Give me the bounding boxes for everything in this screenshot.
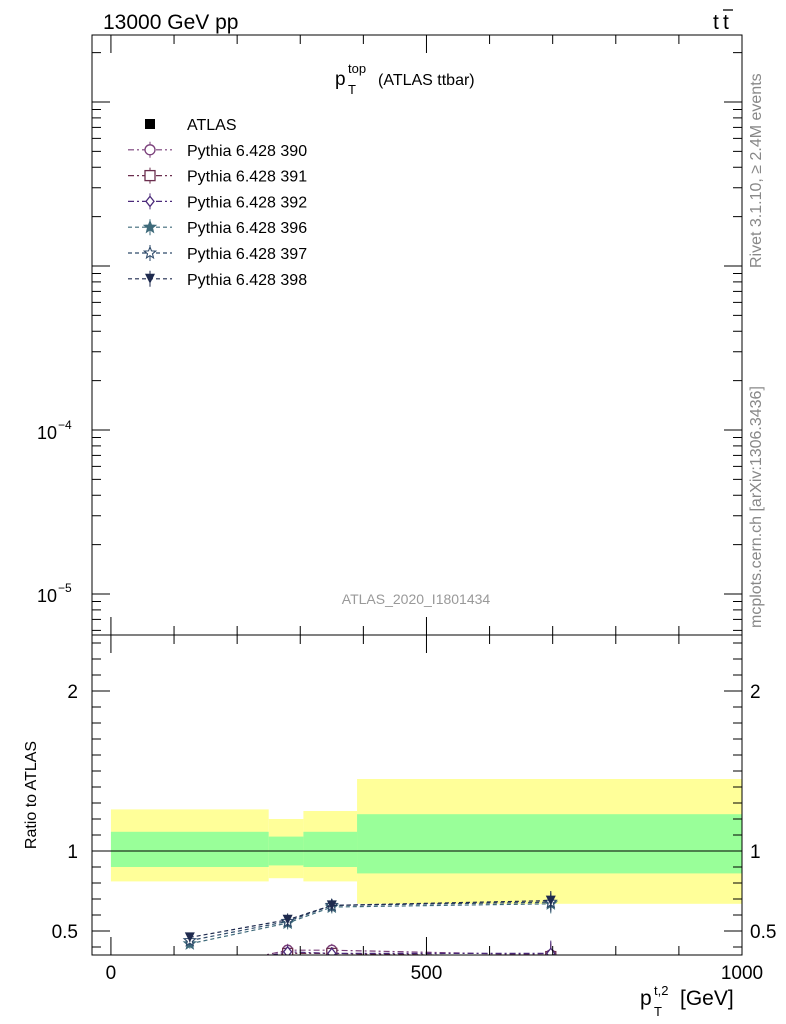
legend-item: ATLAS xyxy=(145,117,237,134)
header-right: t t xyxy=(713,9,733,34)
x-axis-label: p t,2 T [GeV] xyxy=(640,983,734,1019)
legend-item: Pythia 6.428 390 xyxy=(128,141,307,160)
legend-label: Pythia 6.428 390 xyxy=(187,143,307,160)
xlabel-unit: [GeV] xyxy=(680,987,734,1010)
series-point xyxy=(545,947,556,955)
ratio-xtick-label: 1000 xyxy=(721,963,763,984)
main-ytick-label-1: 10 −4 xyxy=(37,418,72,443)
xlabel-p: p xyxy=(640,987,652,1010)
series-point xyxy=(326,900,337,911)
ratio-panel: 0.5 0.5 1 1 2 2 0 500 1000 xyxy=(52,635,776,984)
main-y-ticks xyxy=(92,35,743,635)
title-p: p xyxy=(335,69,346,90)
ytick-exp: −5 xyxy=(58,581,72,595)
legend-label: Pythia 6.428 392 xyxy=(187,194,307,211)
title-sub: T xyxy=(348,82,356,97)
legend-marker xyxy=(145,273,155,284)
ratio-xtick-label: 0 xyxy=(106,963,117,984)
series-point xyxy=(185,966,195,976)
series-point xyxy=(545,895,556,906)
legend-marker xyxy=(142,219,158,234)
ratio-ytick-label-right: 1 xyxy=(750,842,761,863)
legend-label: Pythia 6.428 391 xyxy=(187,169,307,186)
ratio-ytick-label-right: 2 xyxy=(750,682,761,703)
ratio-ytick-label-left: 1 xyxy=(67,842,78,863)
series-2 xyxy=(186,940,556,978)
band-stat xyxy=(357,814,742,874)
legend-label: ATLAS xyxy=(187,117,237,134)
ratio-panel-frame xyxy=(91,634,743,956)
ytick-exp: −4 xyxy=(58,418,72,432)
series-line xyxy=(275,952,483,955)
series-point xyxy=(282,945,293,955)
analysis-watermark: ATLAS_2020_I1801434 xyxy=(342,591,491,607)
mcplots-label: mcplots.cern.ch [arXiv:1306.3436] xyxy=(748,386,765,628)
main-ytick-label-2: 10 −5 xyxy=(37,581,72,606)
series-point xyxy=(186,968,194,978)
legend-marker xyxy=(144,144,156,156)
legend-item: Pythia 6.428 398 xyxy=(128,270,307,289)
xlabel-sub: T xyxy=(654,1004,662,1019)
series-point xyxy=(185,966,195,976)
series-5 xyxy=(184,891,556,943)
legend-item: Pythia 6.428 391 xyxy=(128,167,307,186)
band-stat xyxy=(303,831,358,867)
header-right-tbar: t xyxy=(723,11,729,34)
legend-marker xyxy=(145,195,155,208)
legend: ATLAS Pythia 6.428 390 Pythia 6.428 391 Pyt… xyxy=(128,117,307,289)
series-1 xyxy=(185,943,557,976)
ytick-base: 10 xyxy=(37,423,57,443)
series-point xyxy=(282,914,293,925)
legend-item: Pythia 6.428 397 xyxy=(128,245,307,263)
xlabel-sup: t,2 xyxy=(654,983,668,998)
header-right-t: t xyxy=(713,11,719,34)
plot-title: p top T (ATLAS ttbar) xyxy=(335,61,475,97)
series-line xyxy=(262,949,551,955)
ratio-ylabel: Ratio to ATLAS xyxy=(23,741,40,849)
series-line xyxy=(189,901,551,942)
ratio-ytick-label-left: 0.5 xyxy=(52,922,78,943)
series-point xyxy=(326,947,337,955)
ytick-base: 10 xyxy=(37,586,57,606)
series-line xyxy=(189,900,551,938)
series-point xyxy=(184,932,195,943)
series-line xyxy=(269,951,551,955)
ratio-xtick-label: 500 xyxy=(411,963,443,984)
legend-marker xyxy=(142,245,158,260)
ratio-ytick-label-right: 0.5 xyxy=(750,922,776,943)
legend-item: Pythia 6.428 392 xyxy=(128,193,307,211)
legend-item: Pythia 6.428 396 xyxy=(128,219,307,237)
legend-marker xyxy=(145,119,155,129)
header-left: 13000 GeV pp xyxy=(103,11,238,34)
ratio-ticks: 0.5 0.5 1 1 2 2 0 500 1000 xyxy=(52,635,776,984)
ratio-body xyxy=(92,779,742,978)
ratio-ytick-label-left: 2 xyxy=(67,682,78,703)
legend-marker xyxy=(144,169,156,182)
rivet-label: Rivet 3.1.10, ≥ 2.4M events xyxy=(748,73,765,268)
legend-label: Pythia 6.428 396 xyxy=(187,220,307,237)
series-line xyxy=(189,903,551,945)
series-0 xyxy=(185,942,557,976)
band-stat xyxy=(110,831,269,867)
title-rest: (ATLAS ttbar) xyxy=(378,72,475,89)
title-sup: top xyxy=(348,61,366,76)
legend-label: Pythia 6.428 397 xyxy=(187,246,307,263)
legend-label: Pythia 6.428 398 xyxy=(187,272,307,289)
